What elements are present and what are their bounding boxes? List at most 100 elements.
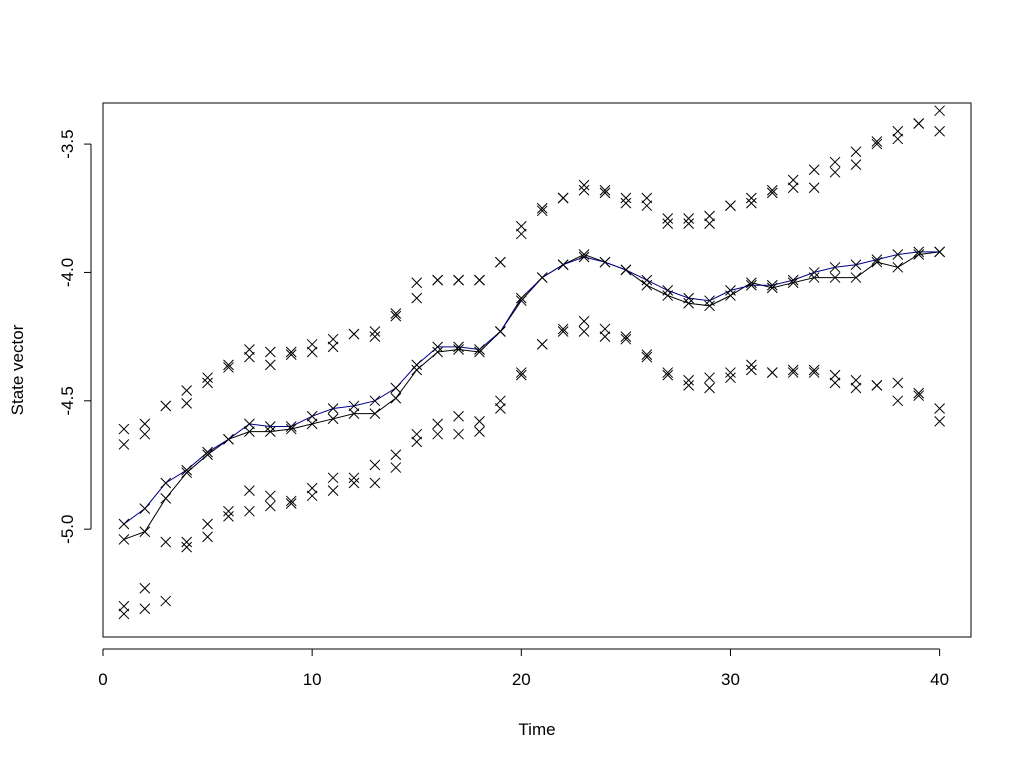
data-point-marker	[202, 531, 213, 543]
data-point-marker	[160, 477, 172, 489]
data-point-marker	[327, 333, 339, 345]
data-point-marker	[369, 326, 381, 337]
data-point-marker	[578, 184, 590, 196]
data-point-marker	[683, 218, 694, 230]
data-point-marker	[432, 418, 444, 430]
data-point-marker	[641, 274, 653, 286]
data-point-marker	[766, 187, 778, 199]
data-point-marker	[787, 274, 799, 286]
data-point-marker	[369, 395, 381, 407]
data-point-marker	[934, 415, 945, 427]
data-point-marker	[871, 136, 883, 147]
data-point-marker	[181, 398, 193, 409]
data-point-marker	[641, 279, 653, 291]
data-point-marker	[913, 118, 925, 129]
data-point-marker	[202, 449, 213, 461]
data-point-marker	[264, 346, 276, 358]
data-point-marker	[202, 518, 213, 530]
data-point-marker	[829, 377, 841, 389]
data-point-marker	[746, 277, 757, 289]
data-point-marker	[787, 182, 799, 194]
x-tick-label: 20	[512, 670, 531, 689]
data-point-marker	[683, 297, 694, 309]
data-point-marker	[746, 364, 757, 376]
data-point-marker	[474, 346, 485, 358]
data-point-marker	[390, 392, 402, 404]
data-point-marker	[913, 249, 925, 260]
data-point-marker	[432, 346, 444, 358]
data-point-marker	[411, 364, 423, 376]
data-point-marker	[264, 490, 276, 502]
data-point-marker	[264, 426, 276, 437]
data-point-marker	[515, 220, 527, 232]
data-point-marker	[348, 400, 360, 412]
data-point-marker	[453, 428, 464, 440]
data-point-marker	[787, 364, 799, 376]
data-point-marker	[829, 156, 841, 168]
data-point-marker	[599, 323, 611, 335]
data-point-marker	[139, 526, 151, 538]
data-point-marker	[536, 338, 548, 350]
data-point-marker	[787, 367, 799, 378]
data-point-marker	[348, 477, 360, 489]
data-point-marker	[536, 205, 548, 217]
data-point-marker	[411, 428, 423, 440]
data-point-marker	[306, 490, 318, 502]
data-point-marker	[704, 372, 715, 384]
data-point-marker	[390, 462, 402, 473]
data-point-marker	[557, 323, 569, 335]
data-point-marker	[160, 595, 172, 607]
data-point-marker	[662, 218, 674, 230]
data-point-marker	[160, 493, 172, 504]
data-point-marker	[160, 400, 172, 412]
data-point-marker	[411, 436, 423, 448]
x-axis: 0 10 20 30 40	[98, 648, 949, 689]
data-point-marker	[118, 439, 130, 450]
x-tick-label: 0	[98, 670, 107, 689]
data-point-marker	[390, 310, 402, 322]
data-point-marker	[244, 485, 255, 497]
data-point-marker	[453, 274, 464, 286]
data-point-marker	[725, 200, 736, 212]
data-point-marker	[557, 192, 569, 204]
data-point-marker	[495, 256, 506, 268]
data-point-marker	[244, 426, 255, 437]
data-point-marker	[725, 285, 736, 296]
data-point-marker	[453, 344, 464, 355]
data-point-marker	[474, 415, 485, 427]
data-point-marker	[913, 387, 925, 399]
data-point-marker	[725, 372, 736, 384]
data-point-marker	[306, 410, 318, 422]
data-point-marker	[432, 274, 444, 286]
series-lines	[123, 251, 940, 540]
data-point-marker	[160, 536, 172, 548]
data-point-marker	[808, 364, 820, 376]
data-point-marker	[495, 395, 506, 407]
data-point-marker	[306, 482, 318, 494]
data-point-marker	[495, 326, 506, 337]
data-point-marker	[892, 395, 904, 407]
data-point-marker	[557, 259, 569, 271]
data-point-marker	[348, 328, 360, 340]
data-point-marker	[662, 285, 674, 296]
data-point-marker	[244, 344, 255, 355]
data-point-marker	[704, 295, 715, 307]
data-point-marker	[327, 413, 339, 425]
data-point-marker	[599, 184, 611, 196]
data-point-marker	[662, 367, 674, 378]
data-point-marker	[641, 200, 653, 212]
data-point-marker	[725, 367, 736, 378]
data-point-marker	[620, 192, 632, 204]
data-point-marker	[515, 295, 527, 307]
data-point-marker	[704, 300, 715, 312]
y-axis: -5.0 -4.5 -4.0 -3.5	[58, 129, 92, 544]
data-point-marker	[746, 197, 757, 209]
data-point-marker	[578, 251, 590, 263]
data-point-marker	[850, 272, 862, 283]
data-point-marker	[683, 292, 694, 304]
data-point-marker	[181, 536, 193, 548]
data-point-marker	[536, 202, 548, 214]
data-point-marker	[139, 582, 151, 594]
data-point-marker	[808, 367, 820, 378]
